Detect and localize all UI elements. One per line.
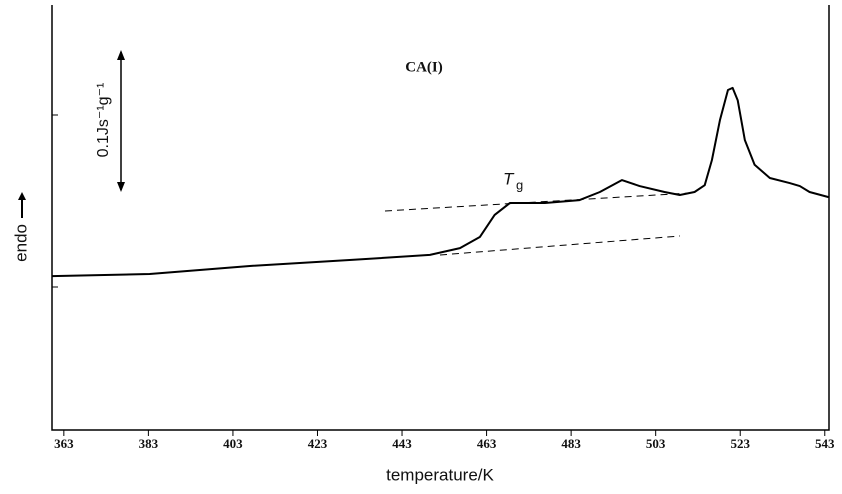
x-tick-label: 423	[308, 436, 328, 451]
x-tick-label: 463	[477, 436, 497, 451]
y-axis-label: endo	[11, 224, 30, 262]
x-tick-label: 383	[139, 436, 159, 451]
x-tick-label: 483	[561, 436, 581, 451]
axes-frame	[51, 5, 830, 431]
x-axis-label: temperature/K	[386, 465, 494, 484]
baseline-lower	[439, 235, 681, 256]
x-tick-label: 503	[646, 436, 666, 451]
baseline-upper	[384, 192, 691, 212]
scale-label: 0.1Js⁻¹g⁻¹	[95, 83, 112, 158]
annotation-subscript: g	[516, 177, 523, 192]
x-tick-label: 363	[54, 436, 74, 451]
chart-title: CA(I)	[405, 59, 443, 75]
y-label-group: endo	[11, 192, 30, 262]
scale-label-group: 0.1Js⁻¹g⁻¹	[95, 83, 112, 158]
x-tick-label: 443	[392, 436, 412, 451]
x-tick-label: 403	[223, 436, 243, 451]
y-arrow-head	[18, 192, 26, 200]
x-tick-label: 523	[730, 436, 750, 451]
x-tick-label: 543	[815, 436, 835, 451]
annotation: T	[503, 169, 515, 188]
curve	[51, 86, 829, 278]
